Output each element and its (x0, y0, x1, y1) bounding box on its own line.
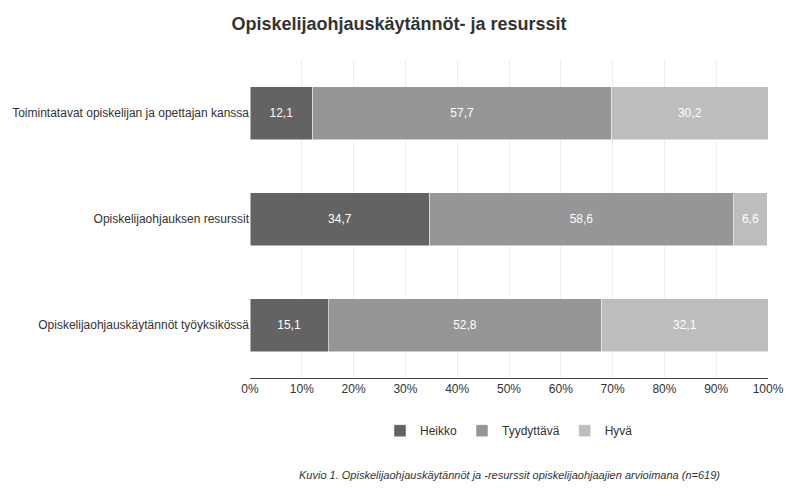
svg-text:0%: 0% (241, 382, 259, 396)
svg-text:20%: 20% (342, 382, 366, 396)
svg-text:58,6: 58,6 (570, 212, 594, 226)
svg-text:30%: 30% (393, 382, 417, 396)
svg-text:12,1: 12,1 (269, 106, 293, 120)
svg-text:40%: 40% (445, 382, 469, 396)
svg-text:Toimintatavat opiskelijan ja o: Toimintatavat opiskelijan ja opettajan k… (12, 106, 249, 120)
svg-text:52,8: 52,8 (453, 318, 477, 332)
svg-text:100%: 100% (753, 382, 784, 396)
svg-text:Heikko: Heikko (420, 424, 457, 438)
svg-text:10%: 10% (290, 382, 314, 396)
svg-text:60%: 60% (549, 382, 573, 396)
svg-text:Opiskelijaohjauskäytännöt- ja: Opiskelijaohjauskäytännöt- ja resurssit (231, 14, 566, 34)
svg-text:Opiskelijaohjauskäytännöt työy: Opiskelijaohjauskäytännöt työyksikössä (38, 318, 249, 332)
svg-text:80%: 80% (652, 382, 676, 396)
svg-text:70%: 70% (601, 382, 625, 396)
svg-text:34,7: 34,7 (328, 212, 352, 226)
svg-text:30,2: 30,2 (678, 106, 702, 120)
svg-text:Kuvio 1. Opiskelijaohjauskäytä: Kuvio 1. Opiskelijaohjauskäytännöt ja -r… (299, 469, 720, 481)
svg-text:32,1: 32,1 (673, 318, 697, 332)
svg-text:15,1: 15,1 (277, 318, 301, 332)
svg-text:90%: 90% (704, 382, 728, 396)
svg-text:57,7: 57,7 (450, 106, 474, 120)
svg-text:6,6: 6,6 (742, 212, 759, 226)
svg-text:Opiskelijaohjauksen resurssit: Opiskelijaohjauksen resurssit (94, 212, 250, 226)
svg-text:50%: 50% (497, 382, 521, 396)
svg-text:Hyvä: Hyvä (605, 424, 633, 438)
svg-text:Tyydyttävä: Tyydyttävä (502, 424, 560, 438)
